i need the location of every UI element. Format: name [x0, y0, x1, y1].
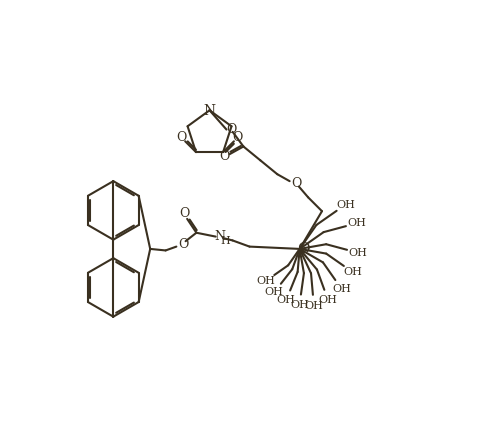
Text: O: O: [292, 177, 302, 190]
Text: OH: OH: [336, 200, 355, 210]
Text: N: N: [204, 104, 216, 118]
Text: O: O: [227, 123, 237, 136]
Text: H: H: [221, 236, 230, 246]
Text: OH: OH: [277, 296, 295, 305]
Text: O: O: [178, 238, 188, 251]
Text: OH: OH: [265, 287, 284, 297]
Text: O: O: [219, 150, 229, 163]
Text: OH: OH: [348, 247, 367, 258]
Text: OH: OH: [290, 300, 309, 310]
Text: O: O: [176, 131, 186, 144]
Text: OH: OH: [347, 219, 366, 228]
Text: OH: OH: [256, 276, 275, 286]
Text: OH: OH: [332, 284, 351, 294]
Text: N: N: [214, 230, 225, 243]
Text: O: O: [297, 242, 310, 256]
Text: OH: OH: [343, 267, 362, 277]
Text: OH: OH: [304, 300, 323, 311]
Text: OH: OH: [319, 295, 337, 305]
Text: O: O: [180, 207, 190, 220]
Text: O: O: [233, 131, 243, 144]
